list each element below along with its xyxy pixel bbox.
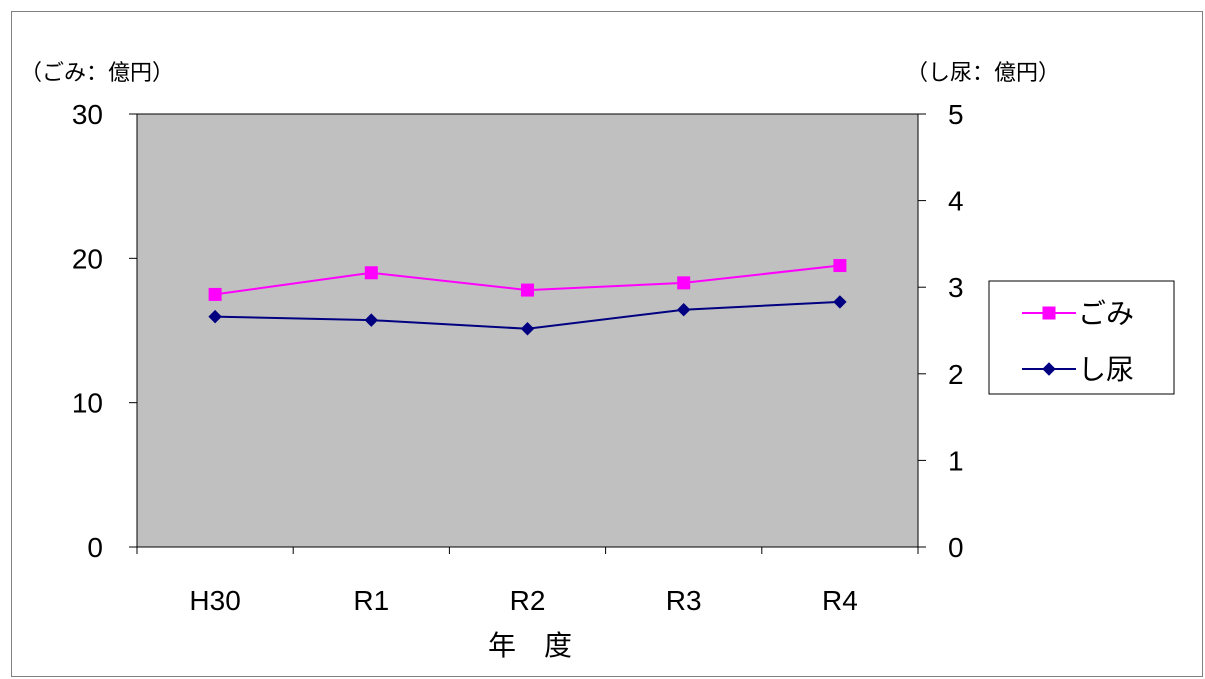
x-tick-label: R1 xyxy=(353,585,389,616)
series-gomi xyxy=(208,259,847,301)
left-y-tick-label: 10 xyxy=(72,388,103,419)
left-y-tick-label: 0 xyxy=(87,532,103,563)
legend-item: し尿 xyxy=(1022,354,1134,385)
data-point-diamond xyxy=(1042,362,1056,376)
left-y-tick-label: 30 xyxy=(72,99,103,130)
right-y-axis: 0 1 2 3 4 5 xyxy=(918,99,964,563)
series-layer xyxy=(208,259,847,336)
x-tick-label: R2 xyxy=(510,585,546,616)
right-y-tick-label: 3 xyxy=(948,272,964,303)
right-y-tick-label: 5 xyxy=(948,99,964,130)
data-point-diamond xyxy=(208,309,222,324)
legend-label: ごみ xyxy=(1078,298,1134,329)
data-point-diamond xyxy=(364,313,379,327)
data-point-square xyxy=(1042,306,1056,320)
data-point-diamond xyxy=(520,322,535,336)
x-tick-label: R4 xyxy=(822,585,858,616)
right-y-tick-label: 2 xyxy=(948,359,964,390)
legend-item: ごみ xyxy=(1022,298,1134,329)
x-tick-label: H30 xyxy=(189,585,240,616)
right-axis-unit-label: （し尿：億円） xyxy=(906,60,1060,85)
legend-label: し尿 xyxy=(1078,354,1134,385)
data-point-diamond xyxy=(676,303,691,317)
data-point-diamond xyxy=(833,295,847,309)
x-tick-label: R3 xyxy=(666,585,702,616)
x-axis: H30 R1 R2 R3 R4 xyxy=(136,547,919,616)
legend-box xyxy=(988,280,1175,395)
right-y-tick-label: 4 xyxy=(948,186,964,217)
data-point-square xyxy=(364,266,378,280)
data-point-square xyxy=(521,283,534,297)
left-y-axis: 0 10 20 30 xyxy=(72,99,137,563)
right-y-tick-label: 1 xyxy=(948,445,964,476)
data-point-square xyxy=(677,276,691,290)
data-point-square xyxy=(208,287,222,301)
x-axis-title: 年 度 xyxy=(488,630,572,661)
left-y-tick-label: 20 xyxy=(72,243,103,274)
data-point-square xyxy=(833,259,847,273)
left-axis-unit-label: （ごみ：億円） xyxy=(20,60,174,85)
right-y-tick-label: 0 xyxy=(948,532,964,563)
series-shinyo xyxy=(208,295,847,336)
